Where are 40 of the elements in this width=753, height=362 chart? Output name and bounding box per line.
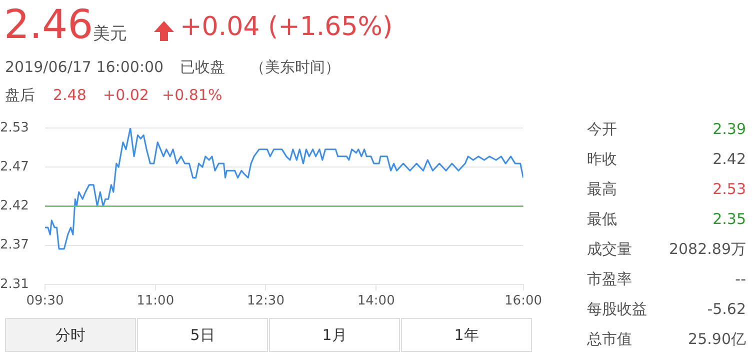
text: 总市值 [587,330,632,349]
text: 成交量 [587,240,632,259]
text: 5日 [137,318,268,352]
text: 2.48 [53,86,86,104]
text: 盘后 [5,86,35,105]
y-tick-label: 2.42 [0,198,29,214]
text: +0.81% [162,86,222,104]
text: 2.35 [712,210,746,228]
x-tick-label: 11:00 [136,294,174,309]
y-tick-label: 2.37 [0,238,29,253]
text: 2.39 [712,120,746,138]
text: 今开 [587,120,617,139]
text: +0.04 (+1.65%) [180,12,393,42]
text: 最低 [587,210,617,229]
text: 1年 [401,318,532,352]
text: +0.02 [103,86,149,104]
y-tick-label: 2.53 [0,120,29,136]
x-tick-label: 14:00 [357,294,395,309]
text: 每股收益 [587,300,647,319]
text: 1月 [269,318,400,352]
text: -5.62 [707,300,746,318]
text: 2.53 [712,180,746,198]
y-tick-label: 2.47 [0,159,29,174]
text: 2.42 [712,150,746,168]
y-tick-label: 2.31 [0,276,29,292]
chart-title: 2.46 [4,2,94,48]
text: （美东时间） [250,58,340,77]
text: 2082.89万 [668,240,746,259]
text: 2019/06/17 16:00:00 [5,58,164,76]
x-tick-label: 16:00 [504,294,542,309]
text: 已收盘 [180,58,225,77]
chart-subtitle: 美元 [93,23,127,45]
text: -- [735,270,746,288]
x-tick-label: 09:30 [26,294,64,309]
text: 分时 [5,318,136,352]
text: 最高 [587,180,617,199]
text: 市盈率 [587,270,632,289]
text: 25.90亿 [688,330,746,349]
text: 昨收 [587,150,617,169]
x-tick-label: 12:30 [247,294,284,309]
